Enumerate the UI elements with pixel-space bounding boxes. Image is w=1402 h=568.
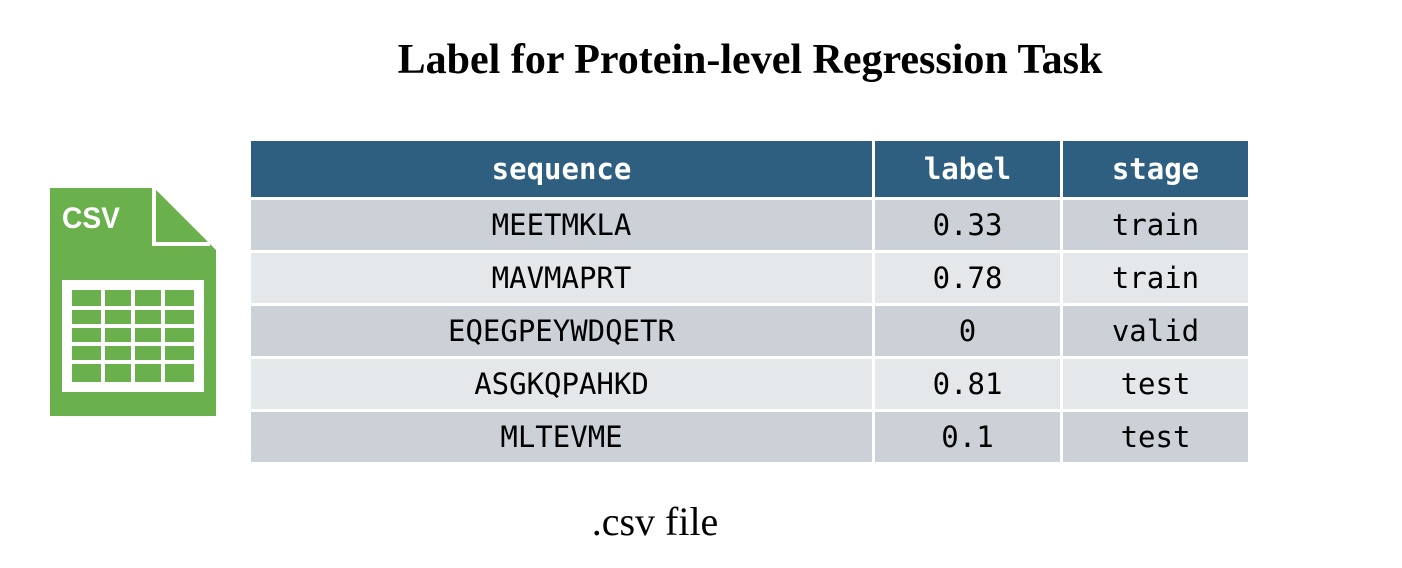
csv-table: sequence label stage MEETMKLA 0.33 train… xyxy=(248,138,1251,465)
csv-file-icon: CSV xyxy=(50,188,216,416)
table-row: MAVMAPRT 0.78 train xyxy=(248,250,1251,306)
table-row: MLTEVME 0.1 test xyxy=(248,409,1251,465)
cell-sequence: EQEGPEYWDQETR xyxy=(248,303,875,359)
cell-stage: valid xyxy=(1060,303,1251,359)
header-label: label xyxy=(872,138,1063,200)
table-header-row: sequence label stage xyxy=(248,138,1251,200)
table-row: ASGKQPAHKD 0.81 test xyxy=(248,356,1251,412)
cell-stage: train xyxy=(1060,250,1251,306)
cell-label: 0 xyxy=(872,303,1063,359)
cell-label: 0.78 xyxy=(872,250,1063,306)
cell-stage: test xyxy=(1060,409,1251,465)
cell-sequence: MEETMKLA xyxy=(248,197,875,253)
table-row: EQEGPEYWDQETR 0 valid xyxy=(248,303,1251,359)
file-caption: .csv file xyxy=(591,499,719,544)
cell-stage: test xyxy=(1060,356,1251,412)
cell-stage: train xyxy=(1060,197,1251,253)
cell-sequence: MAVMAPRT xyxy=(248,250,875,306)
csv-icon-label: CSV xyxy=(62,202,120,235)
header-sequence: sequence xyxy=(248,138,875,200)
cell-label: 0.33 xyxy=(872,197,1063,253)
header-stage: stage xyxy=(1060,138,1251,200)
cell-sequence: ASGKQPAHKD xyxy=(248,356,875,412)
cell-label: 0.1 xyxy=(872,409,1063,465)
csv-table-container: sequence label stage MEETMKLA 0.33 train… xyxy=(248,138,1251,465)
cell-sequence: MLTEVME xyxy=(248,409,875,465)
diagram-title: Label for Protein-level Regression Task xyxy=(397,37,1103,83)
table-row: MEETMKLA 0.33 train xyxy=(248,197,1251,253)
cell-label: 0.81 xyxy=(872,356,1063,412)
